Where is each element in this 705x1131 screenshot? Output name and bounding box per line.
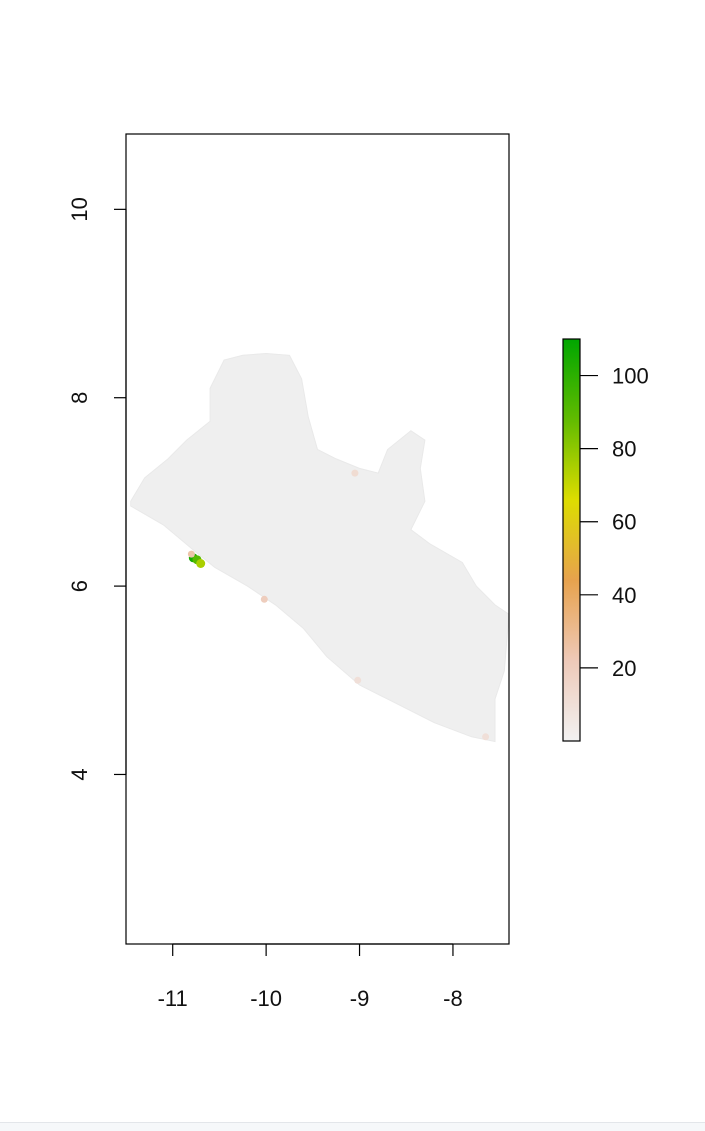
colorbar-legend: 20 40 60 80 100: [562, 338, 649, 742]
bottom-scrollbar-strip: [0, 1122, 705, 1131]
x-tick-label: -9: [350, 986, 370, 1011]
raster-hotspot: [351, 469, 359, 477]
raster-hotspot: [354, 676, 362, 684]
y-tick-label: 4: [67, 768, 92, 780]
colorbar-tick-label: 40: [612, 583, 636, 608]
colorbar-ticks: 20 40 60 80 100: [580, 364, 649, 681]
country-raster-region: [130, 352, 509, 743]
x-tick-label: -11: [158, 986, 188, 1011]
colorbar-tick-label: 60: [612, 510, 636, 535]
colorbar-tick-label: 100: [612, 364, 649, 389]
raster-hotspot: [187, 550, 195, 558]
colorbar-fill: [562, 338, 581, 742]
x-axis: -11 -10 -9 -8: [158, 943, 463, 1011]
raster-hotspot: [482, 733, 490, 741]
colorbar-tick-label: 20: [612, 656, 636, 681]
x-tick-label: -8: [443, 986, 463, 1011]
raster-hotspots: [187, 469, 490, 741]
plot-area: [130, 352, 509, 743]
colorbar-tick-label: 80: [612, 437, 636, 462]
y-tick-label: 6: [67, 580, 92, 592]
x-tick-label: -10: [250, 986, 282, 1011]
raster-hotspot: [196, 559, 206, 568]
y-tick-label: 10: [67, 197, 92, 221]
raster-hotspot: [260, 595, 268, 603]
y-axis: 4 6 8 10: [67, 197, 127, 781]
y-tick-label: 8: [67, 392, 92, 404]
